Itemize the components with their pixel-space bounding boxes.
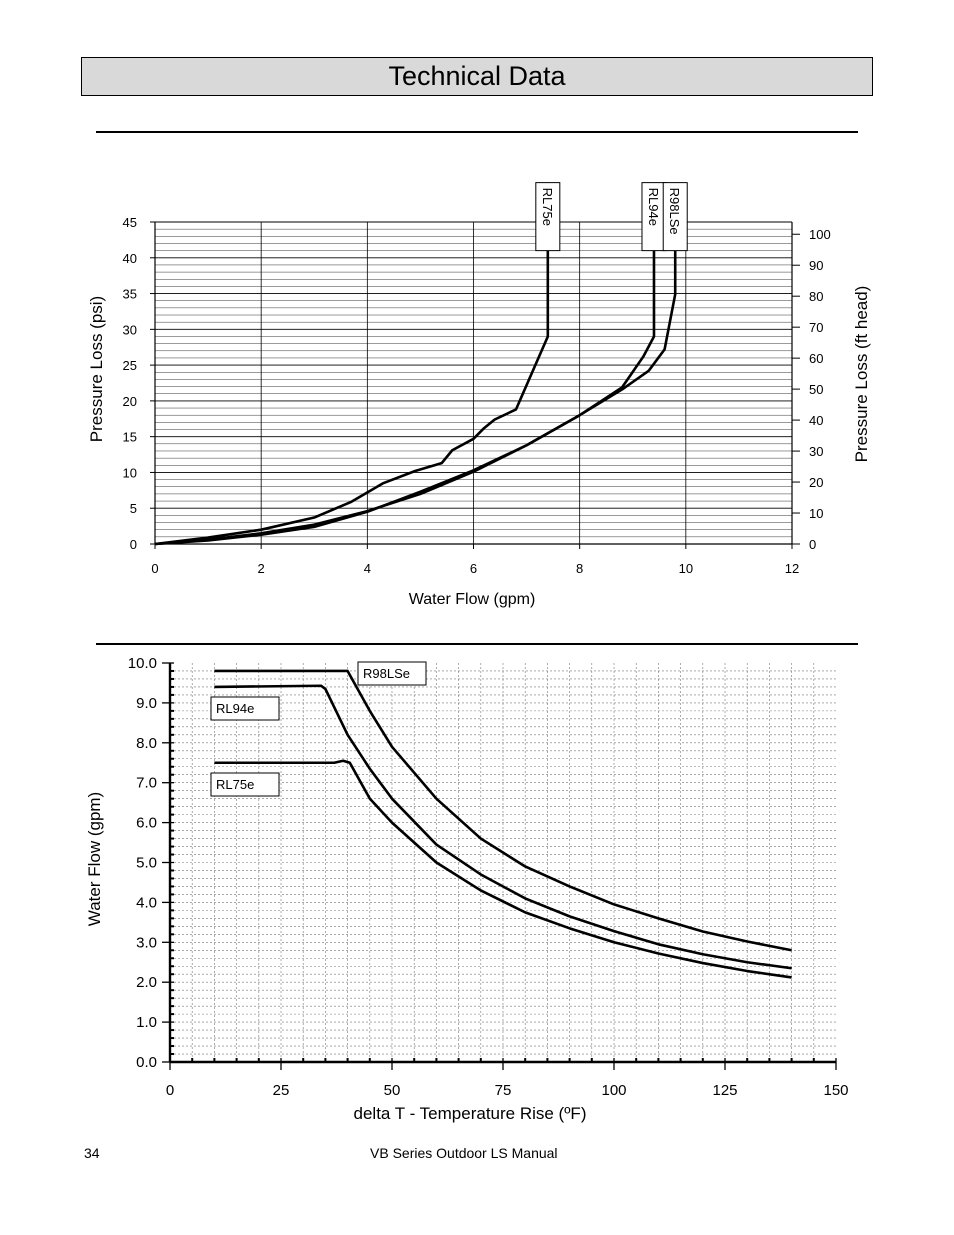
series-line-rl75e: [214, 759, 792, 979]
y-tick-label: 8.0: [136, 735, 157, 752]
y-tick-label: 10.0: [128, 655, 157, 672]
series-label-box: [357, 661, 427, 686]
series-label-text: R98LSe: [667, 188, 682, 235]
x-tick-label: 100: [601, 1082, 626, 1099]
y-axis-label: Pressure Loss (psi): [87, 296, 106, 442]
x-axis-label: Water Flow (gpm): [409, 591, 536, 608]
y2-tick-label: 100: [809, 227, 831, 242]
y-tick-label: 25: [123, 358, 137, 373]
page-title: Technical Data: [388, 61, 566, 91]
footer-manual-title: VB Series Outdoor LS Manual: [370, 1145, 558, 1161]
x-tick-label: 0: [166, 1082, 174, 1099]
series-label-r98lse: R98LSe: [662, 182, 688, 252]
x-tick-label: 25: [273, 1082, 290, 1099]
x-axis-label: delta T - Temperature Rise (ºF): [354, 1104, 587, 1123]
y-tick-label: 35: [123, 287, 137, 302]
y2-tick-label: 20: [809, 475, 823, 490]
series-line-rl94e: [214, 684, 792, 970]
y-tick-label: 10: [123, 465, 137, 480]
y2-tick-label: 40: [809, 413, 823, 428]
y-tick-label: 40: [123, 251, 137, 266]
x-tick-label: 50: [384, 1082, 401, 1099]
series-label-text: RL94e: [216, 701, 254, 716]
series-label-box: [641, 182, 667, 252]
series-label-text: RL75e: [540, 188, 555, 226]
x-tick-label: 2: [258, 561, 265, 576]
x-tick-label: 0: [151, 561, 158, 576]
series-label-r98lse: R98LSe: [357, 661, 427, 686]
y2-axis-label: Pressure Loss (ft head): [852, 286, 871, 463]
footer-page-number: 34: [84, 1145, 100, 1161]
x-tick-label: 75: [495, 1082, 512, 1099]
series-label-text: RL75e: [216, 777, 254, 792]
y-axis-label: Water Flow (gpm): [85, 792, 104, 926]
section-divider-top: [96, 131, 858, 133]
x-tick-label: 8: [576, 561, 583, 576]
series-label-rl75e: RL75e: [210, 772, 280, 797]
x-tick-label: 4: [364, 561, 371, 576]
series-label-box: [662, 182, 688, 252]
y-tick-label: 45: [123, 215, 137, 230]
series-label-box: [210, 696, 280, 721]
x-tick-label: 12: [785, 561, 799, 576]
series-label-rl94e: RL94e: [641, 182, 667, 252]
series-line-r98lse: [214, 669, 792, 952]
x-tick-label: 6: [470, 561, 477, 576]
series-line-r98lse: [154, 250, 677, 546]
y-tick-label: 5.0: [136, 855, 157, 872]
y-tick-label: 1.0: [136, 1014, 157, 1031]
x-tick-label: 10: [679, 561, 693, 576]
y-tick-label: 30: [123, 322, 137, 337]
y-tick-label: 9.0: [136, 695, 157, 712]
y-tick-label: 4.0: [136, 894, 157, 911]
series-line-rl75e: [154, 250, 550, 546]
series-label-rl94e: RL94e: [210, 696, 280, 721]
y-tick-label: 0: [130, 537, 137, 552]
y-tick-label: 5: [130, 501, 137, 516]
y2-tick-label: 90: [809, 258, 823, 273]
y2-tick-label: 70: [809, 320, 823, 335]
series-label-box: [535, 182, 561, 252]
series-label-text: RL94e: [646, 188, 661, 226]
y-tick-label: 20: [123, 394, 137, 409]
y2-tick-label: 30: [809, 444, 823, 459]
y2-tick-label: 10: [809, 506, 823, 521]
y2-tick-label: 80: [809, 289, 823, 304]
y-tick-label: 2.0: [136, 974, 157, 991]
x-tick-label: 150: [823, 1082, 848, 1099]
series-label-text: R98LSe: [363, 666, 410, 681]
y2-tick-label: 50: [809, 382, 823, 397]
y-tick-label: 15: [123, 430, 137, 445]
section-divider-middle: [96, 643, 858, 645]
flow-chart-grid: [170, 663, 836, 1062]
y-tick-label: 0.0: [136, 1054, 157, 1071]
x-tick-label: 125: [712, 1082, 737, 1099]
y2-tick-label: 60: [809, 351, 823, 366]
y-tick-label: 7.0: [136, 775, 157, 792]
y-tick-label: 3.0: [136, 934, 157, 951]
y2-tick-label: 0: [809, 537, 816, 552]
series-line-rl94e: [154, 250, 656, 546]
pressure-loss-chart: 0510152025303540450102030405060708090100…: [87, 182, 871, 608]
y-tick-label: 6.0: [136, 815, 157, 832]
page-title-banner: Technical Data: [81, 57, 873, 96]
series-label-rl75e: RL75e: [535, 182, 561, 252]
series-label-box: [210, 772, 280, 797]
